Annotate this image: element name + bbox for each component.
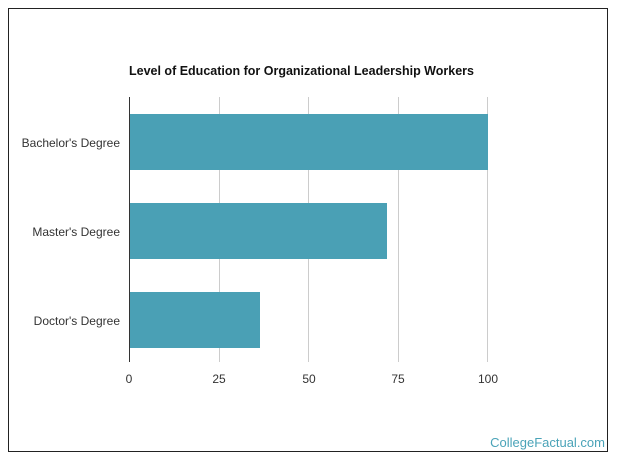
x-tick-label: 0 bbox=[125, 372, 133, 386]
y-axis-line bbox=[129, 97, 130, 362]
bar-bachelors bbox=[129, 114, 488, 170]
category-label: Doctor's Degree bbox=[33, 314, 120, 328]
bar-masters bbox=[129, 203, 388, 259]
brand-watermark-link[interactable]: CollegeFactual.com bbox=[490, 435, 605, 450]
category-label: Bachelor's Degree bbox=[21, 136, 120, 150]
chart-title: Level of Education for Organizational Le… bbox=[129, 64, 474, 78]
x-tick-label: 25 bbox=[212, 372, 226, 386]
x-tick-label: 50 bbox=[302, 372, 316, 386]
plot-area bbox=[129, 97, 488, 362]
category-label: Master's Degree bbox=[32, 225, 120, 239]
gridline-100 bbox=[487, 97, 488, 362]
bar-doctors bbox=[129, 292, 261, 348]
x-tick-label: 100 bbox=[477, 372, 499, 386]
gridline-75 bbox=[398, 97, 399, 362]
x-tick-label: 75 bbox=[391, 372, 405, 386]
